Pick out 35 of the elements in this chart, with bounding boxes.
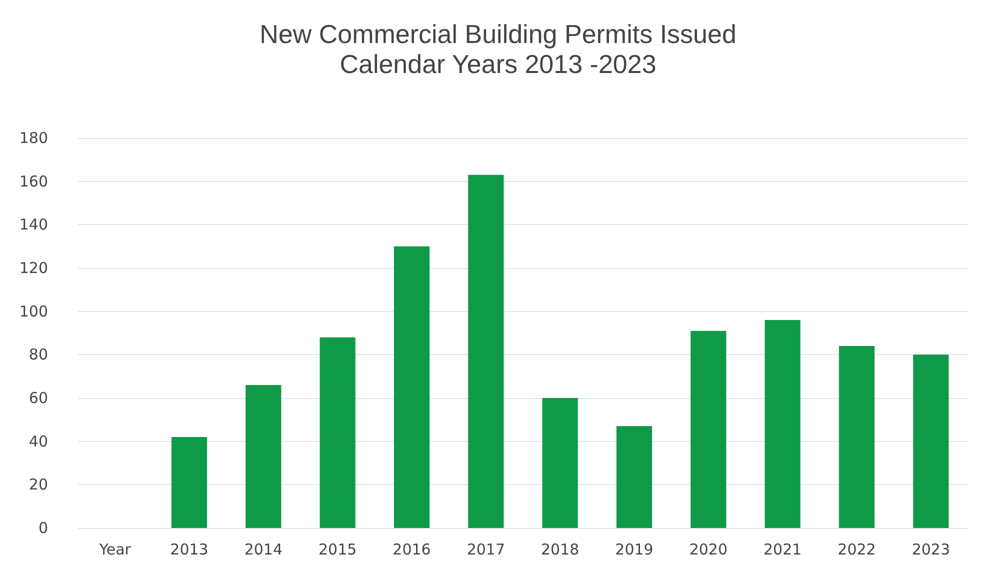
x-tick-label: 2018 <box>540 540 580 558</box>
y-tick-label: 140 <box>19 216 48 234</box>
x-tick-label: Year <box>98 540 132 558</box>
bar <box>468 174 504 528</box>
x-tick-label: 2020 <box>689 540 728 558</box>
y-tick-label: 180 <box>19 129 48 147</box>
y-tick-label: 40 <box>28 432 48 450</box>
bar <box>838 346 875 528</box>
y-tick-label: 0 <box>38 519 48 537</box>
x-tick-label: 2022 <box>838 540 876 558</box>
chart-title: New Commercial Building Permits Issued <box>260 19 736 49</box>
x-tick-label: 2021 <box>763 540 802 558</box>
bar <box>913 354 949 528</box>
bar <box>320 337 356 528</box>
bar <box>246 385 282 528</box>
bar <box>690 330 726 528</box>
y-tick-label: 160 <box>19 172 48 190</box>
bar <box>394 246 430 528</box>
x-tick-label: 2013 <box>170 540 208 558</box>
bar <box>616 426 652 528</box>
x-tick-label: 2016 <box>392 540 431 558</box>
y-tick-label: 60 <box>28 389 48 407</box>
x-tick-label: 2015 <box>318 540 357 558</box>
x-tick-label: 2023 <box>912 540 950 558</box>
chart-subtitle: Calendar Years 2013 -2023 <box>340 49 656 79</box>
x-tick-label: 2017 <box>466 540 506 558</box>
y-tick-label: 100 <box>19 302 48 320</box>
y-tick-label: 80 <box>28 346 48 364</box>
x-tick-label: 2019 <box>615 540 654 558</box>
bar <box>764 320 800 528</box>
bar <box>171 437 208 528</box>
y-tick-label: 120 <box>19 259 48 277</box>
x-tick-label: 2014 <box>244 540 283 558</box>
bar <box>542 398 578 528</box>
y-tick-label: 20 <box>28 476 48 494</box>
